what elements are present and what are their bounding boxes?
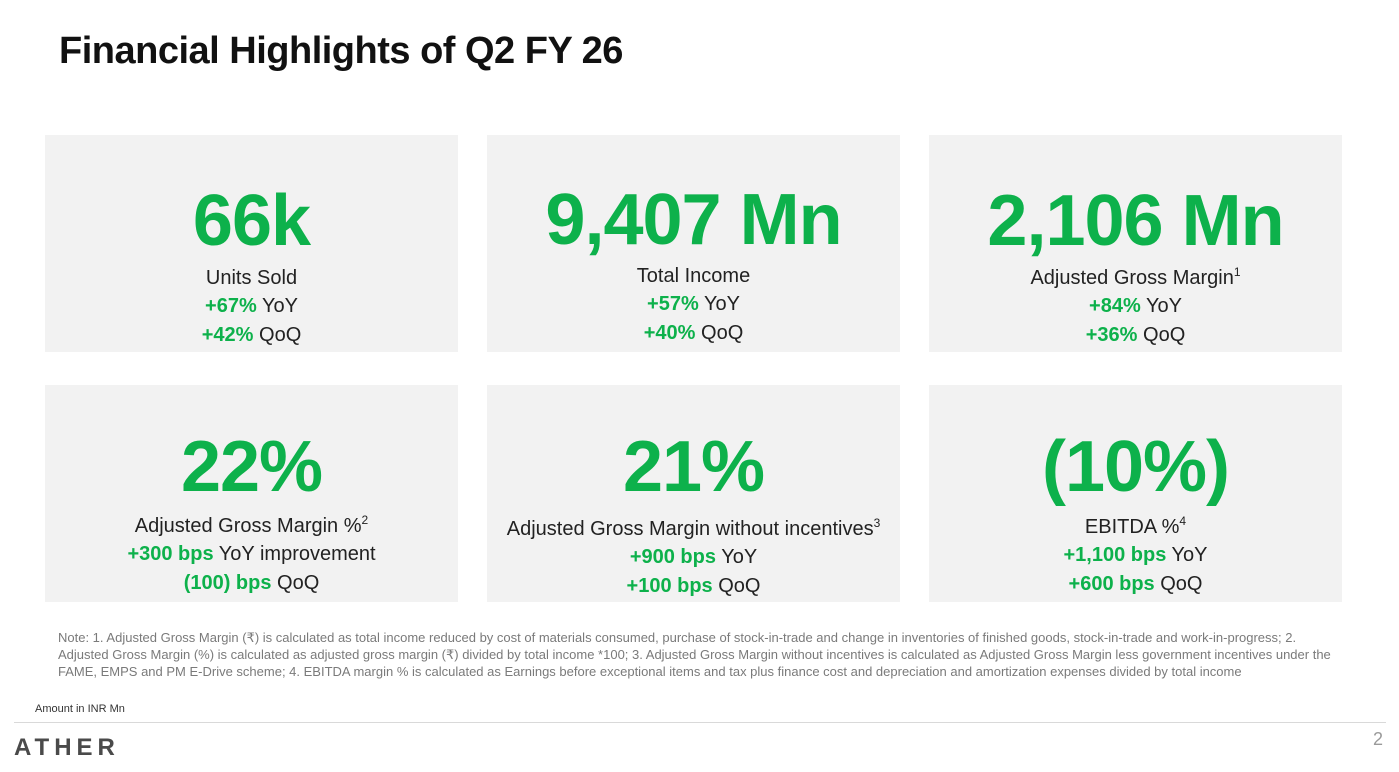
qoq-change: +36% — [1085, 324, 1138, 346]
qoq-label: QoQ — [271, 572, 320, 594]
footnote-marker: 1 — [1233, 265, 1241, 279]
yoy-label: YoY — [1166, 544, 1208, 566]
yoy-label: YoY — [256, 295, 298, 317]
metric-yoy: +300 bps YoY improvement — [45, 540, 458, 569]
metric-card-total-income: 9,407 Mn Total Income +57% YoY +40% QoQ — [487, 135, 900, 352]
qoq-label: QoQ — [712, 575, 761, 597]
footnote-marker: 3 — [873, 516, 881, 530]
metric-label-text: Total Income — [636, 265, 751, 287]
yoy-label: YoY — [698, 293, 740, 315]
metric-label-text: Units Sold — [205, 267, 298, 289]
yoy-change: +67% — [205, 295, 257, 317]
metric-value: (10%) — [1041, 427, 1230, 507]
qoq-change: +600 bps — [1068, 573, 1155, 595]
metric-label: Units Sold — [45, 264, 458, 292]
metric-card-adjusted-gross-margin-percent: 22% Adjusted Gross Margin %2 +300 bps Yo… — [45, 385, 458, 602]
ather-logo: ATHER — [14, 734, 120, 759]
metric-qoq: +600 bps QoQ — [929, 570, 1342, 599]
qoq-label: QoQ — [253, 324, 302, 346]
metric-qoq: +36% QoQ — [929, 321, 1342, 350]
qoq-change: (100) bps — [183, 572, 272, 594]
yoy-change: +84% — [1089, 295, 1141, 317]
metric-value: 21% — [622, 427, 765, 507]
footer-divider — [14, 722, 1386, 723]
qoq-change: +100 bps — [626, 575, 713, 597]
metric-label-text: Adjusted Gross Margin % — [134, 515, 362, 537]
metric-qoq: +100 bps QoQ — [487, 572, 900, 601]
yoy-change: +57% — [647, 293, 699, 315]
metric-yoy: +900 bps YoY — [487, 543, 900, 572]
qoq-change: +40% — [643, 322, 696, 344]
yoy-label: YoY — [1140, 295, 1182, 317]
metric-label-text: Adjusted Gross Margin without incentives — [506, 518, 874, 540]
ather-logo-text: ATHER — [14, 734, 120, 759]
footnote-text: Note: 1. Adjusted Gross Margin (₹) is ca… — [58, 630, 1331, 679]
qoq-label: QoQ — [695, 322, 744, 344]
metric-card-adjusted-gross-margin: 2,106 Mn Adjusted Gross Margin1 +84% YoY… — [929, 135, 1342, 352]
metric-card-units-sold: 66k Units Sold +67% YoY +42% QoQ — [45, 135, 458, 352]
qoq-label: QoQ — [1154, 573, 1203, 595]
qoq-change: +42% — [201, 324, 254, 346]
metric-qoq: +40% QoQ — [487, 319, 900, 348]
amount-unit-note: Amount in INR Mn — [35, 703, 125, 715]
yoy-label: YoY improvement — [213, 543, 376, 565]
yoy-change: +900 bps — [629, 546, 716, 568]
metric-label-text: EBITDA % — [1084, 516, 1180, 538]
yoy-change: +300 bps — [127, 543, 214, 565]
yoy-change: +1,100 bps — [1063, 544, 1167, 566]
metric-yoy: +1,100 bps YoY — [929, 541, 1342, 570]
metric-label: Adjusted Gross Margin without incentives… — [487, 515, 900, 543]
yoy-label: YoY — [716, 546, 758, 568]
metric-label: Adjusted Gross Margin1 — [929, 264, 1342, 292]
metric-label: Total Income — [487, 262, 900, 290]
metric-value: 2,106 Mn — [987, 181, 1284, 261]
qoq-label: QoQ — [1137, 324, 1186, 346]
metric-label-text: Adjusted Gross Margin — [1030, 267, 1234, 289]
metric-label: Adjusted Gross Margin %2 — [45, 512, 458, 540]
metric-qoq: +42% QoQ — [45, 321, 458, 350]
metric-value: 22% — [180, 427, 323, 507]
metric-yoy: +57% YoY — [487, 290, 900, 319]
footnote-marker: 4 — [1179, 514, 1187, 528]
metric-value: 66k — [192, 181, 311, 261]
page-title: Financial Highlights of Q2 FY 26 — [59, 30, 623, 72]
footnote-marker: 2 — [361, 513, 369, 527]
metric-label: EBITDA %4 — [929, 513, 1342, 541]
metric-qoq: (100) bps QoQ — [45, 569, 458, 598]
metric-yoy: +84% YoY — [929, 292, 1342, 321]
metric-card-agm-without-incentives: 21% Adjusted Gross Margin without incent… — [487, 385, 900, 602]
metric-card-ebitda: (10%) EBITDA %4 +1,100 bps YoY +600 bps … — [929, 385, 1342, 602]
page-number: 2 — [1372, 729, 1383, 749]
metric-value: 9,407 Mn — [545, 180, 842, 260]
metric-yoy: +67% YoY — [45, 292, 458, 321]
